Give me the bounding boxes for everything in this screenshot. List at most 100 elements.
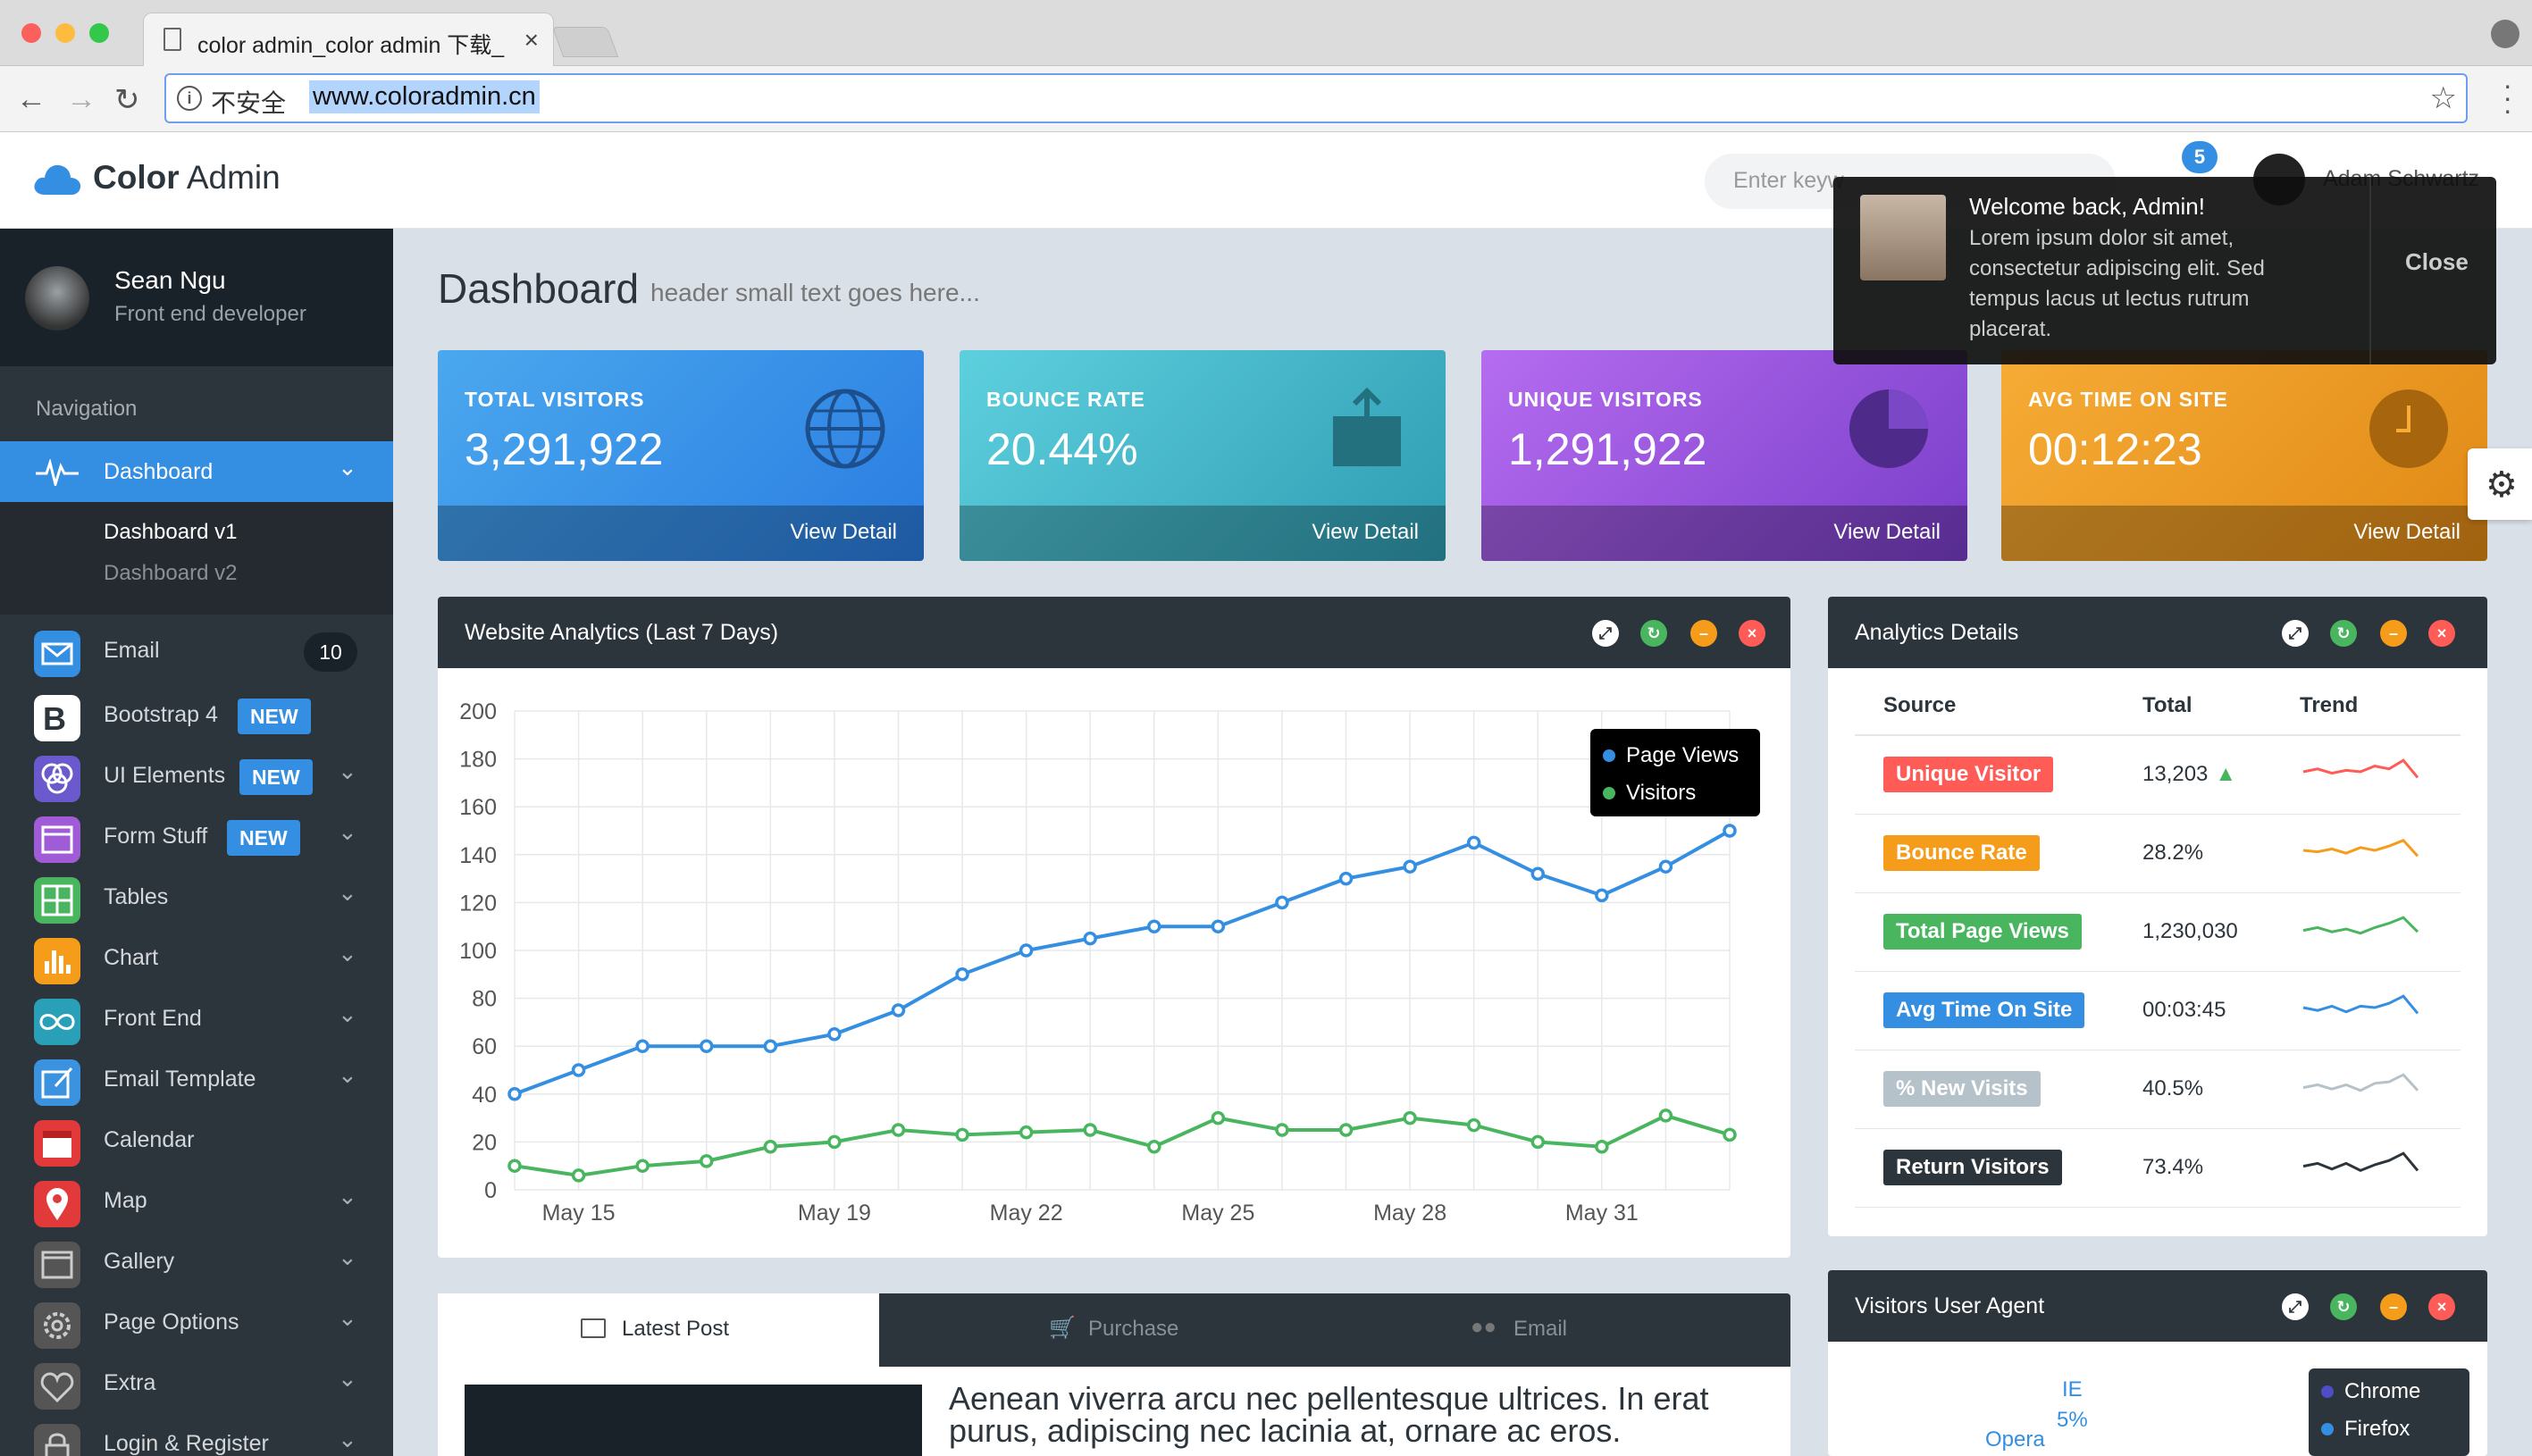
sidebar-item-ui-elements[interactable]: UI Elements NEW ⌄ [0, 745, 393, 806]
sidebar-item-gallery[interactable]: Gallery ⌄ [0, 1231, 393, 1292]
sidebar-item-map[interactable]: Map ⌄ [0, 1170, 393, 1231]
info-icon[interactable]: i [177, 86, 202, 111]
data-point[interactable] [891, 1003, 906, 1017]
data-point[interactable] [571, 1168, 586, 1183]
data-point[interactable] [507, 1159, 522, 1173]
collapse-icon[interactable]: – [2380, 620, 2407, 647]
close-icon[interactable]: × [1739, 620, 1765, 647]
new-tab-button[interactable] [551, 27, 619, 57]
data-point[interactable] [1403, 1110, 1417, 1125]
sidebar-item-email[interactable]: Email 10 [0, 620, 393, 681]
expand-icon[interactable]: ⤢ [2282, 620, 2309, 647]
data-point[interactable] [507, 1087, 522, 1101]
toast-close-button[interactable]: Close [2405, 248, 2469, 275]
sidebar-item-dashboard-v1[interactable]: Dashboard v1 [104, 520, 238, 544]
data-point[interactable] [1403, 859, 1417, 874]
theme-settings-button[interactable]: ⚙ [2468, 448, 2532, 520]
data-point[interactable] [635, 1159, 650, 1173]
data-point[interactable] [1338, 1123, 1354, 1137]
tab-close-icon[interactable]: × [524, 26, 539, 54]
sidebar-item-extra[interactable]: Extra ⌄ [0, 1352, 393, 1413]
tab-purchase[interactable]: 🛒 Purchase [879, 1293, 1344, 1367]
data-point[interactable] [1658, 1109, 1673, 1123]
forward-icon[interactable]: → [66, 82, 96, 116]
url-text[interactable]: www.coloradmin.cn [309, 80, 540, 113]
data-point[interactable] [1595, 888, 1609, 903]
data-point[interactable] [1083, 931, 1097, 946]
maximize-window-button[interactable] [89, 23, 109, 43]
data-point[interactable] [1723, 824, 1737, 838]
sidebar-item-tables[interactable]: Tables ⌄ [0, 866, 393, 927]
notification-badge[interactable]: 5 [2182, 141, 2218, 173]
profile-card[interactable]: Sean Ngu Front end developer [0, 229, 393, 366]
sidebar-item-dashboard[interactable]: Dashboard ⌄ [0, 441, 393, 502]
view-detail-link[interactable]: View Detail [438, 506, 924, 561]
sidebar-item-page-options[interactable]: Page Options ⌄ [0, 1292, 393, 1352]
reload-icon[interactable]: ↻ [2330, 620, 2357, 647]
data-point[interactable] [699, 1039, 714, 1053]
close-icon[interactable]: × [2428, 620, 2455, 647]
data-point[interactable] [1530, 1134, 1546, 1150]
expand-icon[interactable]: ⤢ [1592, 620, 1619, 647]
sidebar-item-chart[interactable]: Chart ⌄ [0, 927, 393, 988]
close-window-button[interactable] [21, 23, 41, 43]
data-point[interactable] [827, 1134, 842, 1150]
data-point[interactable] [571, 1063, 586, 1077]
browser-menu-icon[interactable]: · · · [2503, 69, 2512, 126]
data-point[interactable] [1019, 943, 1034, 958]
view-detail-link[interactable]: View Detail [960, 506, 1446, 561]
data-point[interactable] [1019, 1125, 1034, 1140]
tab-latest-post[interactable]: Latest Post [438, 1293, 879, 1367]
sidebar-item-bootstrap[interactable]: B Bootstrap 4 NEW [0, 684, 393, 745]
browser-profile-icon[interactable] [2491, 20, 2519, 48]
data-point[interactable] [699, 1154, 714, 1168]
collapse-icon[interactable]: – [2380, 1293, 2407, 1320]
view-detail-link[interactable]: View Detail [2001, 506, 2487, 561]
collapse-icon[interactable]: – [1690, 620, 1717, 647]
data-point[interactable] [763, 1039, 778, 1053]
data-point[interactable] [1466, 835, 1481, 850]
email-icon: ●● [1471, 1315, 1497, 1339]
back-icon[interactable]: ← [16, 82, 46, 116]
minimize-window-button[interactable] [55, 23, 75, 43]
data-point[interactable] [1147, 1140, 1161, 1154]
reload-icon[interactable]: ↻ [114, 83, 140, 117]
data-point[interactable] [955, 1127, 969, 1142]
data-point[interactable] [1466, 1117, 1481, 1133]
view-detail-link[interactable]: View Detail [1481, 506, 1967, 561]
data-point[interactable] [763, 1140, 778, 1154]
reload-icon[interactable]: ↻ [2330, 1293, 2357, 1320]
url-input[interactable]: i 不安全 www.coloradmin.cn ☆ [164, 73, 2468, 123]
data-point[interactable] [1147, 919, 1161, 933]
data-point[interactable] [1338, 871, 1354, 886]
data-point[interactable] [635, 1039, 650, 1053]
data-point[interactable] [1658, 859, 1673, 874]
sidebar-item-login-register[interactable]: Login & Register ⌄ [0, 1413, 393, 1456]
data-point[interactable] [827, 1027, 842, 1042]
sidebar-item-dashboard-v2[interactable]: Dashboard v2 [104, 561, 238, 585]
sidebar-item-form-stuff[interactable]: Form Stuff NEW ⌄ [0, 806, 393, 866]
data-point[interactable] [955, 967, 969, 982]
data-point[interactable] [1530, 866, 1546, 881]
data-point[interactable] [891, 1123, 906, 1137]
reload-icon[interactable]: ↻ [1640, 620, 1667, 647]
bookmark-star-icon[interactable]: ☆ [2429, 81, 2457, 115]
data-point[interactable] [1083, 1123, 1097, 1137]
data-point[interactable] [1211, 1110, 1226, 1125]
browser-tab[interactable]: color admin_color admin 下载_ × [143, 13, 554, 66]
expand-icon[interactable]: ⤢ [2282, 1293, 2309, 1320]
data-point[interactable] [1723, 1127, 1737, 1142]
sidebar-item-label: Gallery [104, 1249, 175, 1274]
sparkline-trend [2302, 758, 2419, 779]
data-point[interactable] [1275, 1123, 1289, 1137]
data-point[interactable] [1275, 895, 1289, 910]
data-point[interactable] [1211, 919, 1226, 933]
sidebar-item-calendar[interactable]: Calendar [0, 1109, 393, 1170]
sidebar-item-email-template[interactable]: Email Template ⌄ [0, 1049, 393, 1109]
sidebar-item-front-end[interactable]: Front End ⌄ [0, 988, 393, 1049]
stat-card-total-visitors: TOTAL VISITORS 3,291,922 View Detail [438, 350, 924, 561]
data-point[interactable] [1595, 1140, 1609, 1154]
close-icon[interactable]: × [2428, 1293, 2455, 1320]
brand-name[interactable]: Color Admin [93, 159, 281, 196]
tab-email[interactable]: ●● Email [1344, 1293, 1790, 1367]
